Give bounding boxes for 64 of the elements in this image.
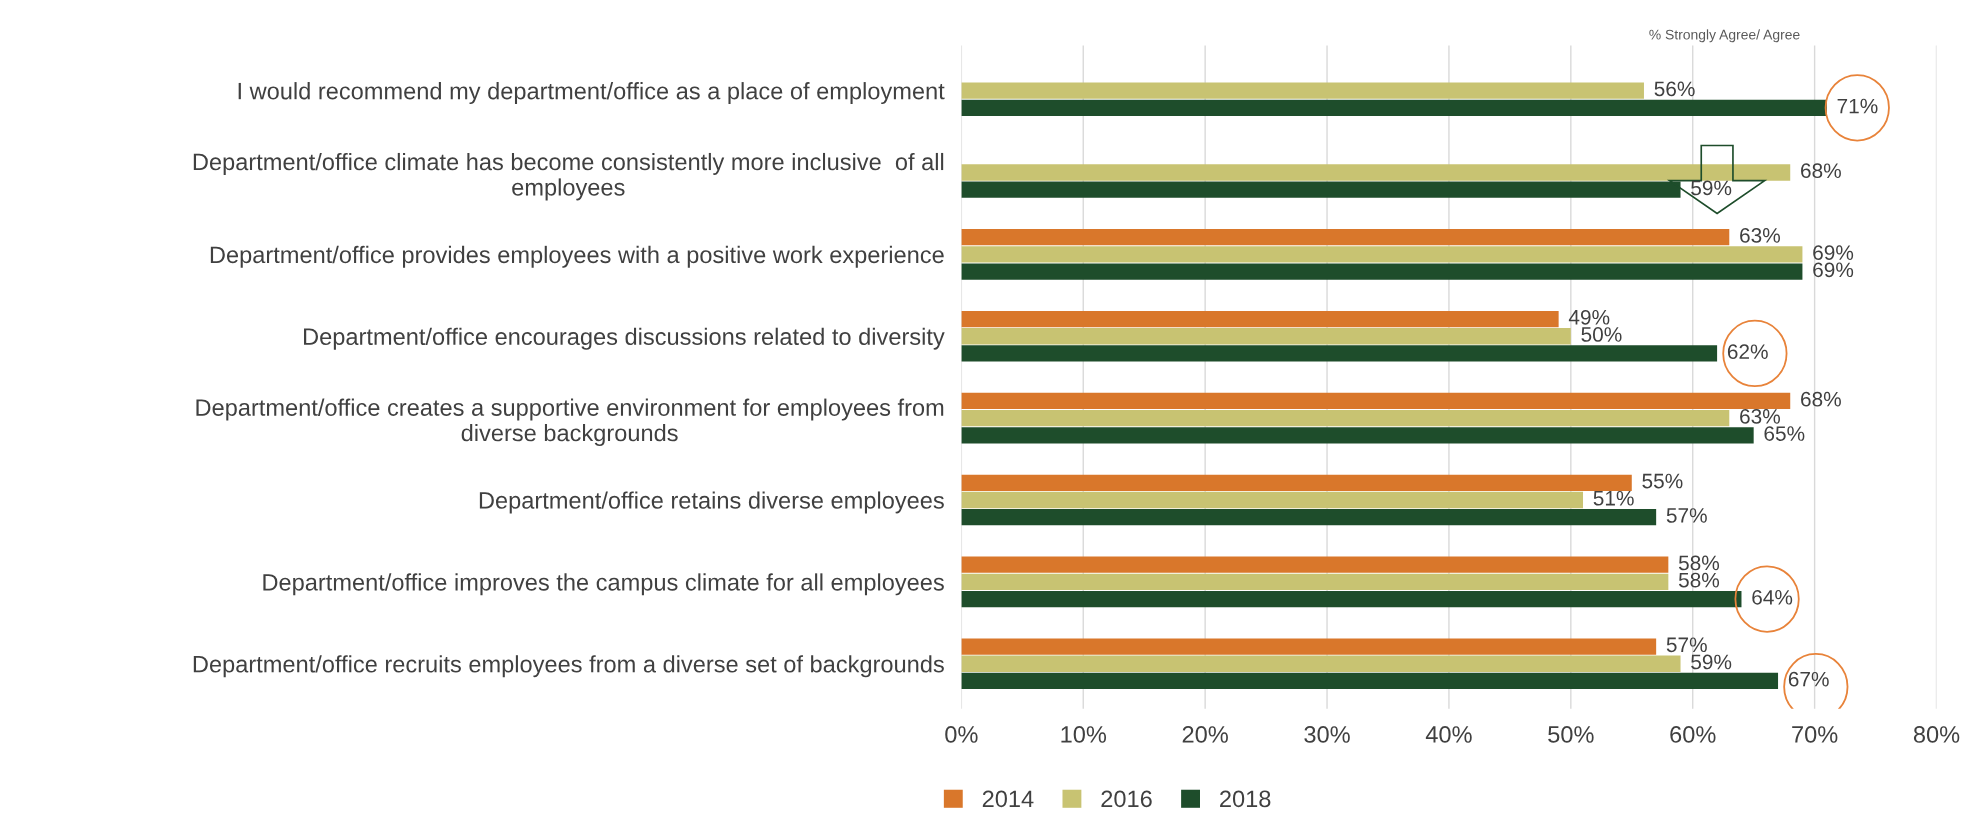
y-tick-label: Department/office recruits employees from a diverse set of backgrounds <box>193 655 944 678</box>
bar <box>961 246 1803 263</box>
x-tick-label: 60% <box>1670 726 1716 743</box>
data-label: 69% <box>1813 262 1854 278</box>
data-label: 58% <box>1678 572 1720 588</box>
bar <box>961 328 1571 345</box>
bar <box>961 556 1669 573</box>
x-tick-label: 80% <box>1913 726 1960 743</box>
bar <box>961 491 1584 509</box>
legend-label: 2014 <box>982 790 1034 808</box>
bar <box>961 573 1669 591</box>
x-tick-label: 30% <box>1304 726 1350 743</box>
bar <box>961 392 1791 410</box>
data-label: 68% <box>1801 391 1841 407</box>
data-label: 55% <box>1642 473 1683 489</box>
data-label: 69% <box>1813 245 1854 260</box>
bar <box>961 345 1718 362</box>
bar <box>961 229 1730 246</box>
data-label: 64% <box>1752 589 1793 605</box>
bar <box>961 263 1803 280</box>
text: % Strongly Agree/ Agree <box>1649 29 1800 43</box>
data-label: 50% <box>1581 327 1622 342</box>
bar <box>961 310 1559 328</box>
data-label: 68% <box>1801 163 1841 179</box>
data-label: 57% <box>1666 637 1707 653</box>
data-label: 56% <box>1654 81 1695 97</box>
data-label: 59% <box>1691 180 1732 196</box>
bar <box>961 655 1681 672</box>
x-tick-label: 40% <box>1425 726 1472 743</box>
legend-label: 2018 <box>1220 790 1271 808</box>
bar <box>961 672 1779 690</box>
data-label: 49% <box>1568 309 1610 325</box>
legend-label: 2016 <box>1101 790 1152 808</box>
bar <box>961 82 1644 99</box>
bar <box>961 638 1657 655</box>
bar <box>961 474 1632 491</box>
data-label: 58% <box>1678 555 1720 571</box>
y-tick-label: Department/office improves the campus climate for all employees <box>263 573 944 596</box>
x-tick-label: 20% <box>1182 726 1228 743</box>
x-tick-label: 0% <box>945 726 978 743</box>
y-tick-label: Department/office retains diverse employees <box>479 491 944 514</box>
data-label: 65% <box>1764 426 1805 441</box>
bar <box>961 99 1827 116</box>
bar <box>961 164 1791 181</box>
bar <box>961 590 1742 608</box>
data-label: 62% <box>1727 344 1768 360</box>
data-label: 63% <box>1740 408 1780 424</box>
y-tick-label: Department/office climate has become consistently more inclusive of all employees <box>193 152 944 201</box>
y-tick-label: Department/office encourages discussions related to diversity <box>304 327 945 350</box>
data-label: 59% <box>1691 654 1732 670</box>
bar <box>961 509 1657 526</box>
bar <box>961 427 1754 444</box>
data-label: 57% <box>1666 508 1707 523</box>
data-label: 63% <box>1740 228 1780 243</box>
data-label: 67% <box>1788 671 1829 687</box>
y-tick-label: Department/office creates a supportive environment for employees from diverse backgrounds <box>196 398 944 447</box>
y-tick-label: I would recommend my department/office as a place of employment <box>238 82 945 105</box>
x-tick-label: 70% <box>1792 726 1838 743</box>
x-tick-label: 10% <box>1061 726 1107 743</box>
y-tick-label: Department/office provides employees with a positive work experience <box>210 245 944 268</box>
x-tick-label: 50% <box>1548 726 1594 743</box>
data-label: 51% <box>1593 490 1634 506</box>
bar <box>961 409 1730 427</box>
data-label: 71% <box>1837 98 1878 114</box>
